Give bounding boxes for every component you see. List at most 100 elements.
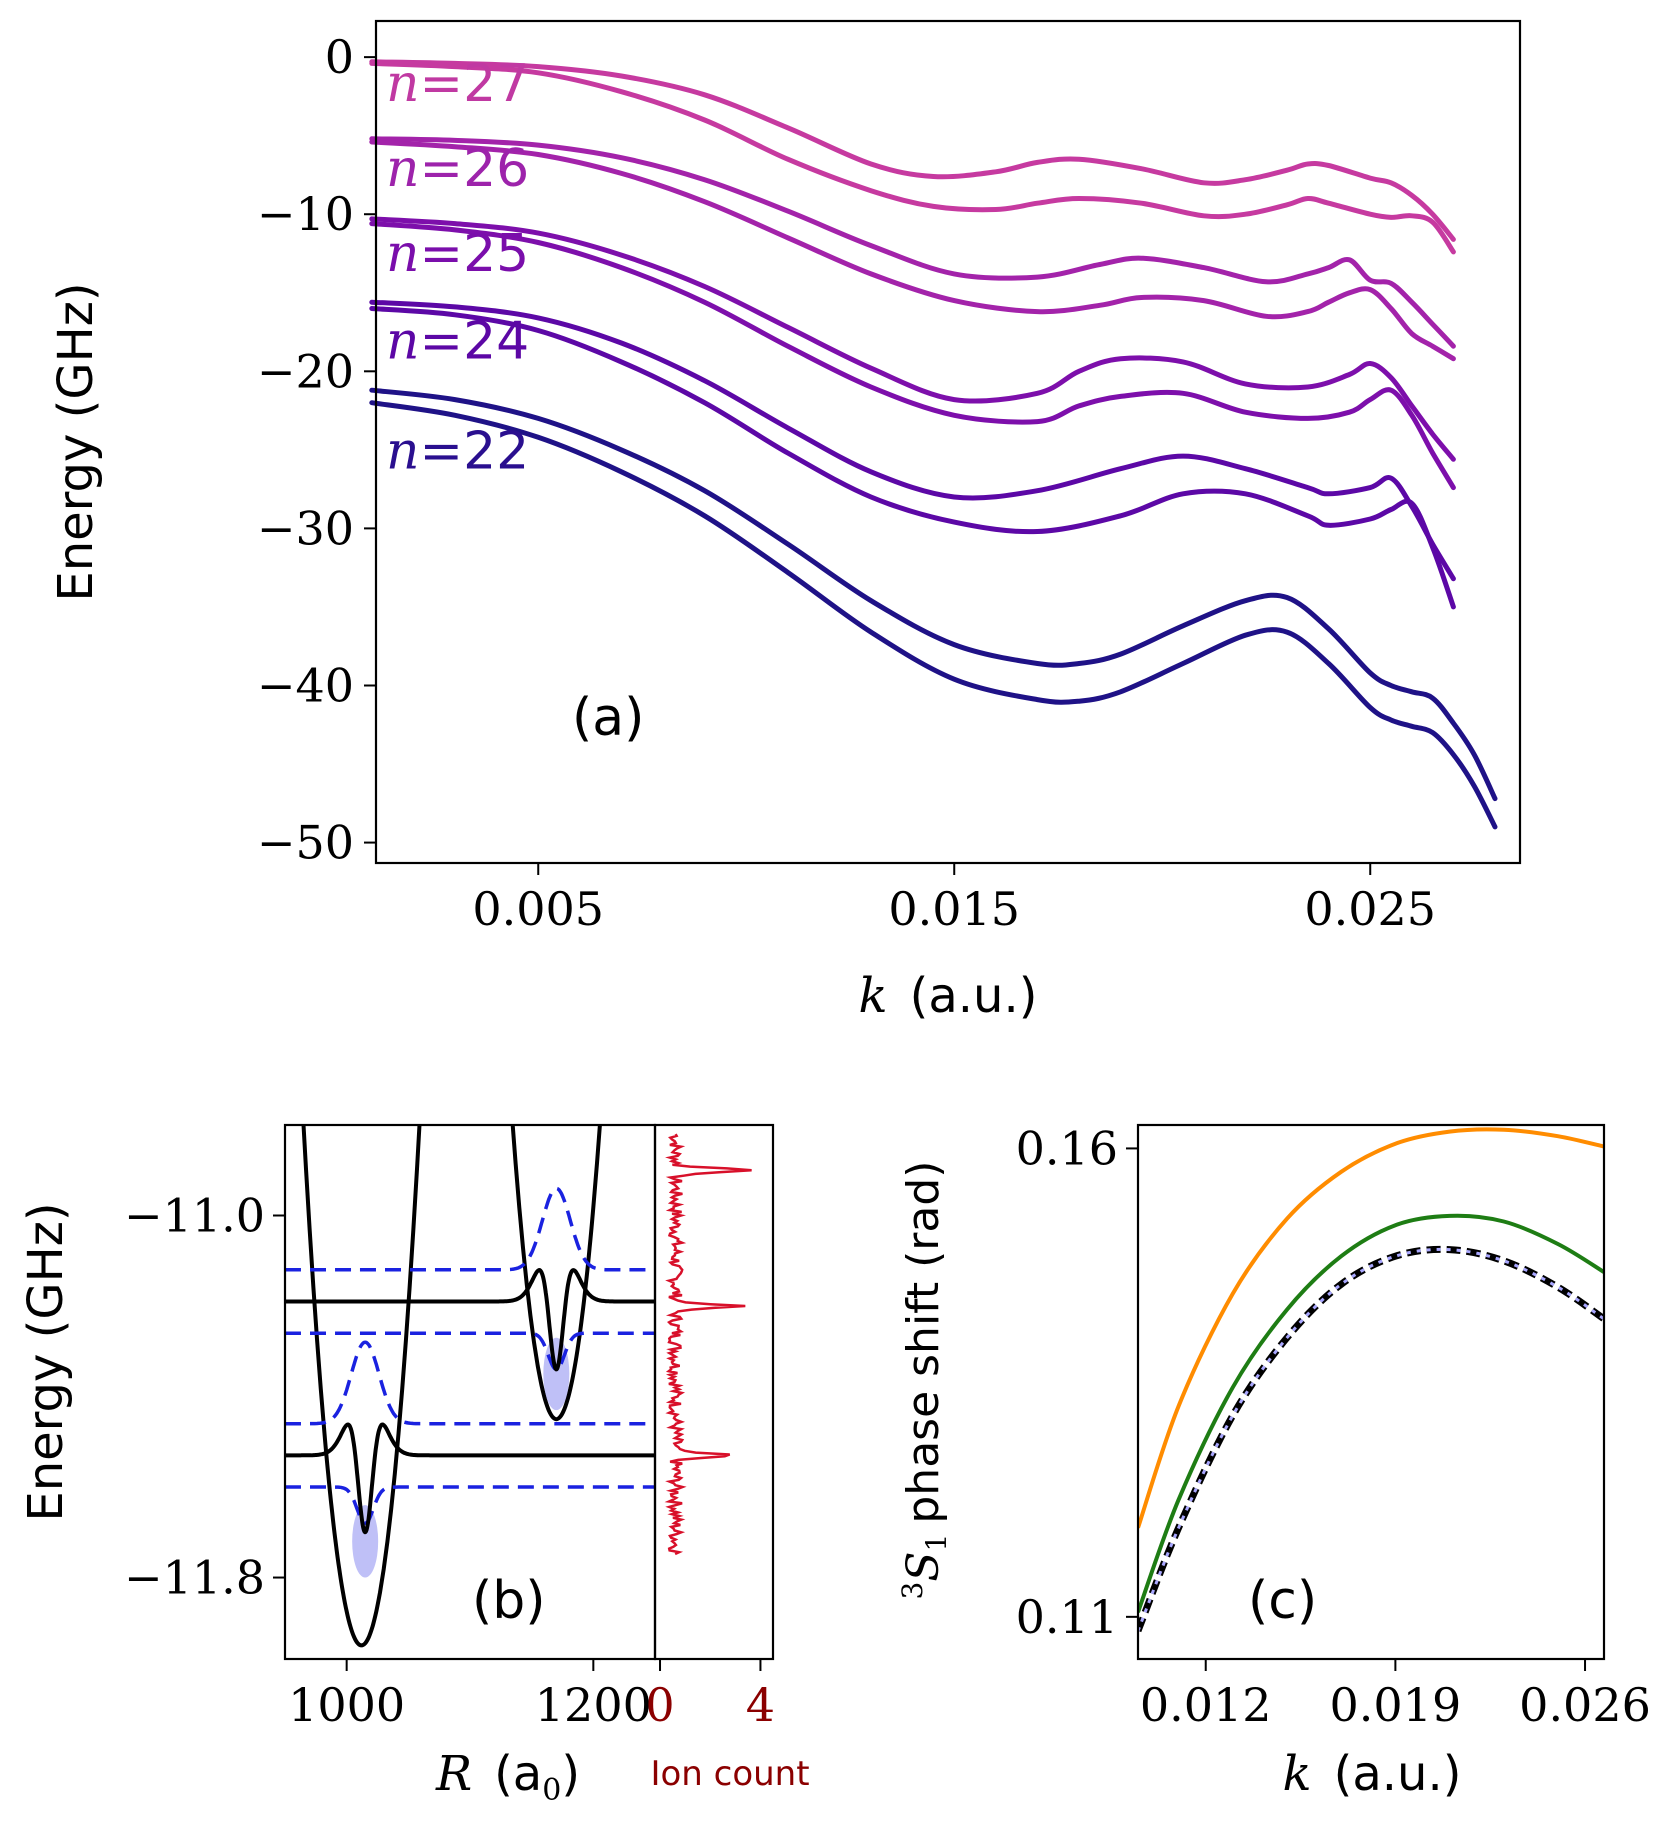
panel-b-xlabel-unit-post: ): [561, 1746, 580, 1802]
panel-b-xlabel-unit-pre: (a: [494, 1746, 542, 1802]
panel-c-xtick-label-1: 0.019: [1330, 1678, 1462, 1732]
panel-b-x-ticks: 1000 1200: [288, 1659, 652, 1732]
panel-b-series: [285, 1125, 655, 1648]
annotation-val: 22: [463, 422, 529, 482]
panel-b-xlabel: R (a0): [435, 1746, 580, 1808]
panel-b-black-level-0: [285, 1268, 655, 1372]
annotation-eq: =: [420, 54, 464, 114]
panel-b-ion-xlabel: Ion count: [650, 1754, 809, 1794]
panel-a-annotation-1: n=26: [386, 139, 529, 199]
panel-b-xtick-label-1: 1200: [535, 1678, 652, 1732]
panel-c-y-ticks: 0.16 0.11: [1016, 1121, 1138, 1644]
annotation-val: 26: [463, 139, 529, 199]
panel-b-ion-xtick-label-1: 4: [746, 1678, 775, 1732]
panel-c-ylabel-rest: phase shift (rad): [898, 1161, 949, 1524]
panel-a-line-6: [369, 299, 1456, 582]
annotation-val: 25: [463, 224, 529, 284]
panel-c-ytick-label-1: 0.11: [1016, 1590, 1118, 1644]
panel-c: 0.012 0.019 0.026 0.16 0.11 (c) k (a.u.) 3S…: [896, 1121, 1651, 1802]
panel-a-annotation-3: n=24: [386, 312, 529, 372]
panel-a-series: [369, 59, 1498, 830]
panel-c-xtick-label-0: 0.012: [1140, 1678, 1272, 1732]
panel-b-ytick-label-1: −11.8: [124, 1551, 265, 1605]
panel-a-ytick-label-4: −40: [257, 658, 354, 712]
panel-a-line-2: [369, 136, 1456, 349]
panel-a-annotation-0: n=27: [386, 54, 529, 114]
panel-b-ion-xtick-label-0: 0: [645, 1678, 674, 1732]
panel-b-black-level-1: [285, 1422, 655, 1535]
panel-a-xtick-label-0: 0.005: [472, 882, 604, 936]
panel-a: n=27n=26n=25n=24n=22 0.005 0.015 0.025 0−1…: [48, 19, 1522, 1024]
annotation-eq: =: [420, 312, 464, 372]
panel-c-xlabel-var: k: [1283, 1746, 1312, 1802]
panel-c-ylabel-sup: 3: [896, 1582, 929, 1600]
panel-b-xlabel-var: R: [435, 1746, 472, 1802]
panel-b-ytick-label-0: −11.0: [124, 1189, 265, 1243]
panel-a-xlabel-var: k: [859, 968, 888, 1024]
panel-b-blue-level-3: [285, 1485, 655, 1525]
annotation-n: n: [386, 224, 420, 284]
panel-a-x-ticks: 0.005 0.015 0.025: [472, 863, 1436, 936]
panel-b-blue-level-1: [285, 1331, 655, 1372]
annotation-n: n: [386, 139, 420, 199]
panel-b-ion-series: [664, 1133, 752, 1556]
panel-a-label: (a): [572, 688, 644, 748]
panel-c-ylabel: 3S1 phase shift (rad): [896, 1161, 953, 1600]
panel-a-ytick-label-2: −20: [257, 344, 354, 398]
panel-b-potential-left: [301, 1125, 422, 1648]
panel-b-ylabel: Energy (GHz): [18, 1202, 74, 1521]
panel-a-line-9: [369, 400, 1498, 830]
panel-a-annotation-2: n=25: [386, 224, 529, 284]
annotation-n: n: [386, 312, 420, 372]
annotation-val: 27: [463, 54, 529, 114]
panel-b-y-ticks: −11.0 −11.8: [124, 1189, 285, 1605]
panel-a-y-ticks: 0 −10 −20 −30 −40 −50: [257, 30, 376, 870]
panel-a-annotations: n=27n=26n=25n=24n=22: [386, 54, 529, 482]
panel-c-x-ticks: 0.012 0.019 0.026: [1140, 1659, 1651, 1732]
annotation-n: n: [386, 54, 420, 114]
panel-a-line-1: [369, 60, 1456, 255]
panel-c-line-2: [1138, 1245, 1604, 1633]
panel-a-ytick-label-0: 0: [325, 30, 354, 84]
panel-b-ion-trace: [664, 1133, 752, 1556]
panel-a-ytick-label-1: −10: [257, 187, 354, 241]
panel-a-xtick-label-1: 0.015: [888, 882, 1020, 936]
panel-a-ytick-label-5: −50: [257, 816, 354, 870]
panel-b-ion-frame: [653, 1123, 775, 1661]
panel-a-line-3: [369, 139, 1456, 362]
panel-a-xtick-label-2: 0.025: [1304, 882, 1436, 936]
panel-c-line-0: [1138, 1127, 1604, 1529]
panel-b-xtick-label-0: 1000: [288, 1678, 405, 1732]
panel-b-xlabel-unit-sub: 0: [542, 1773, 561, 1808]
panel-a-line-0: [369, 59, 1456, 242]
panel-a-xlabel: k (a.u.): [859, 968, 1038, 1024]
panel-a-ytick-label-3: −30: [257, 501, 354, 555]
panel-c-ylabel-sub: 1: [920, 1534, 953, 1552]
panel-b-blue-level-2: [285, 1340, 655, 1426]
annotation-eq: =: [420, 422, 464, 482]
panel-c-ytick-label-0: 0.16: [1016, 1121, 1118, 1175]
annotation-eq: =: [420, 139, 464, 199]
panel-a-frame: [374, 19, 1522, 865]
panel-c-xlabel-unit: (a.u.): [1334, 1746, 1462, 1802]
panel-b-potential-right: [510, 1125, 602, 1422]
panel-a-line-7: [369, 306, 1456, 610]
panel-b-label: (b): [472, 1571, 546, 1631]
annotation-eq: =: [420, 224, 464, 284]
panel-c-frame: [1136, 1123, 1606, 1661]
panel-c-line-3: [1138, 1247, 1604, 1632]
panel-c-series: [1138, 1127, 1604, 1633]
panel-a-line-5: [369, 221, 1456, 491]
panel-b-shade-0: [352, 1505, 379, 1578]
panel-a-ylabel: Energy (GHz): [48, 282, 104, 601]
panel-c-line-1: [1138, 1213, 1604, 1613]
panel-c-xlabel: k (a.u.): [1283, 1746, 1462, 1802]
panel-a-xlabel-unit: (a.u.): [910, 968, 1038, 1024]
panel-c-label: (c): [1248, 1571, 1317, 1631]
annotation-val: 24: [463, 312, 529, 372]
panel-a-annotation-4: n=22: [386, 422, 529, 482]
panel-c-ylabel-S: S: [898, 1551, 949, 1581]
